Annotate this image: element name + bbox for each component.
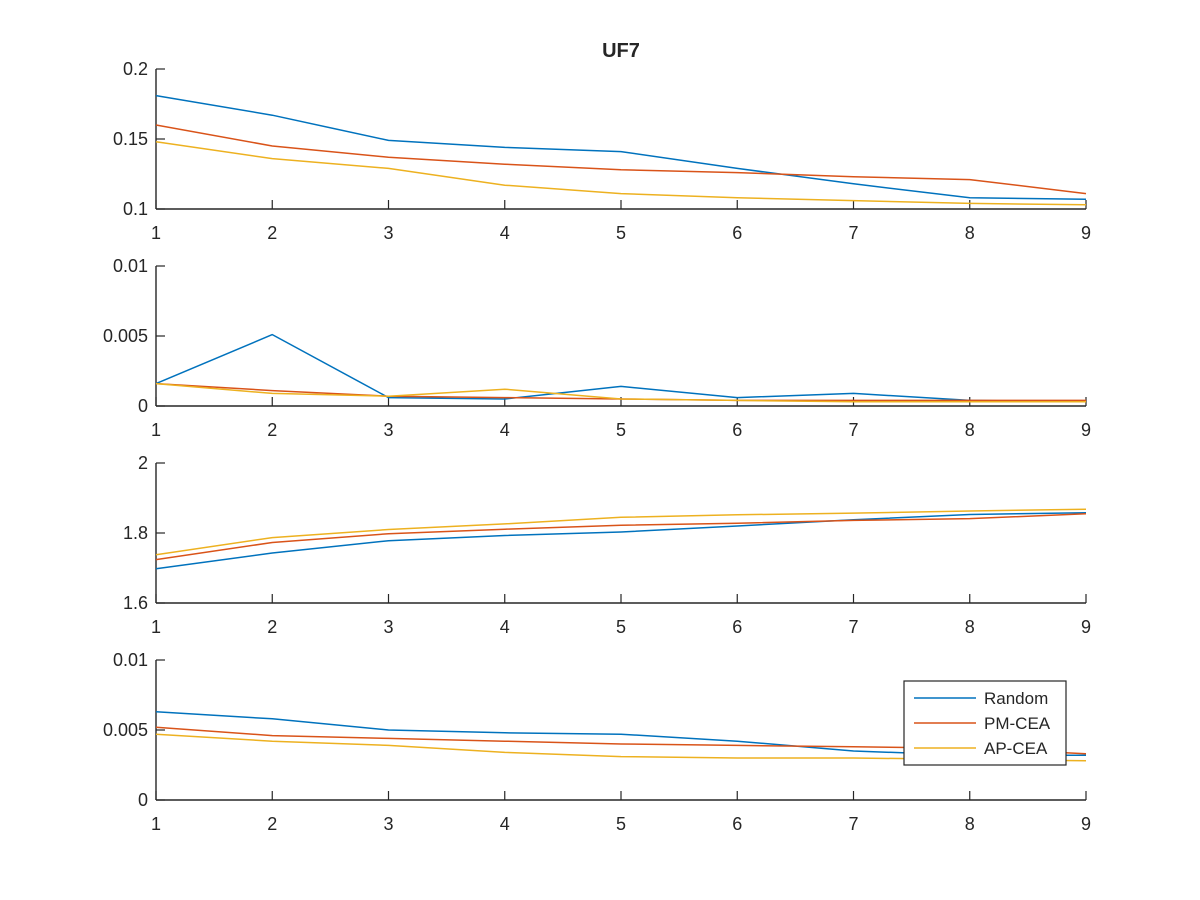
y-tick-label: 1.6 — [123, 593, 148, 613]
x-tick-label: 1 — [151, 223, 161, 243]
x-tick-label: 9 — [1081, 617, 1091, 637]
x-tick-label: 4 — [500, 814, 510, 834]
x-tick-label: 6 — [732, 617, 742, 637]
x-tick-label: 5 — [616, 617, 626, 637]
y-tick-label: 0.01 — [113, 650, 148, 670]
legend-label-pm-cea: PM-CEA — [984, 714, 1051, 733]
series-line-random — [155, 94, 1087, 200]
x-tick-label: 7 — [848, 223, 858, 243]
x-tick-label: 3 — [383, 223, 393, 243]
x-tick-label: 7 — [848, 814, 858, 834]
subplot-3: 1 2 3 4 5 6 7 8 9 1.6 1.8 2 — [123, 453, 1091, 637]
x-tick-label: 1 — [151, 617, 161, 637]
series-line-pm-cea — [155, 513, 1087, 561]
y-tick-label: 0.1 — [123, 199, 148, 219]
x-tick-label: 3 — [383, 617, 393, 637]
y-tick-label: 1.8 — [123, 523, 148, 543]
x-tick-label: 4 — [500, 420, 510, 440]
x-tick-label: 9 — [1081, 223, 1091, 243]
series-line-ap-cea — [155, 141, 1087, 206]
chart-title: UF7 — [602, 40, 640, 62]
x-tick-label: 1 — [151, 814, 161, 834]
x-tick-label: 6 — [732, 223, 742, 243]
x-tick-label: 1 — [151, 420, 161, 440]
x-tick-label: 8 — [965, 223, 975, 243]
x-tick-label: 3 — [383, 420, 393, 440]
y-tick-label: 0.005 — [103, 326, 148, 346]
y-tick-label: 0 — [138, 396, 148, 416]
x-tick-label: 7 — [848, 617, 858, 637]
y-tick-label: 0 — [138, 790, 148, 810]
series-line-ap-cea — [155, 382, 1086, 403]
x-tick-label: 9 — [1081, 814, 1091, 834]
x-tick-label: 5 — [616, 420, 626, 440]
subplot-2: 1 2 3 4 5 6 7 8 9 0 0.005 0.01 — [103, 256, 1091, 440]
x-tick-label: 8 — [965, 617, 975, 637]
x-tick-label: 2 — [267, 617, 277, 637]
y-tick-label: 0.2 — [123, 59, 148, 79]
subplot-1: UF7 1 2 3 4 5 6 7 8 9 0.1 0.15 0.2 — [113, 40, 1091, 243]
x-tick-label: 2 — [267, 814, 277, 834]
x-tick-label: 5 — [616, 814, 626, 834]
y-tick-label: 2 — [138, 453, 148, 473]
x-tick-label: 6 — [732, 814, 742, 834]
x-tick-label: 4 — [500, 223, 510, 243]
series-line-ap-cea — [155, 508, 1087, 556]
legend: Random PM-CEA AP-CEA — [903, 680, 1067, 766]
legend-label-ap-cea: AP-CEA — [984, 739, 1048, 758]
series-line-random — [155, 333, 1087, 403]
x-tick-label: 7 — [848, 420, 858, 440]
x-tick-label: 8 — [965, 420, 975, 440]
x-tick-label: 5 — [616, 223, 626, 243]
series-line-pm-cea — [155, 124, 1087, 195]
x-tick-label: 6 — [732, 420, 742, 440]
y-tick-label: 0.005 — [103, 720, 148, 740]
x-tick-label: 8 — [965, 814, 975, 834]
x-tick-label: 3 — [383, 814, 393, 834]
x-tick-label: 2 — [267, 223, 277, 243]
subplot-4: 1 2 3 4 5 6 7 8 9 0 0.005 0.01 Random PM-CEA AP-CEA — [103, 650, 1091, 834]
legend-label-random: Random — [984, 689, 1048, 708]
x-tick-label: 9 — [1081, 420, 1091, 440]
series-line-random — [155, 511, 1087, 570]
y-tick-label: 0.15 — [113, 129, 148, 149]
y-tick-label: 0.01 — [113, 256, 148, 276]
x-tick-label: 4 — [500, 617, 510, 637]
x-tick-label: 2 — [267, 420, 277, 440]
